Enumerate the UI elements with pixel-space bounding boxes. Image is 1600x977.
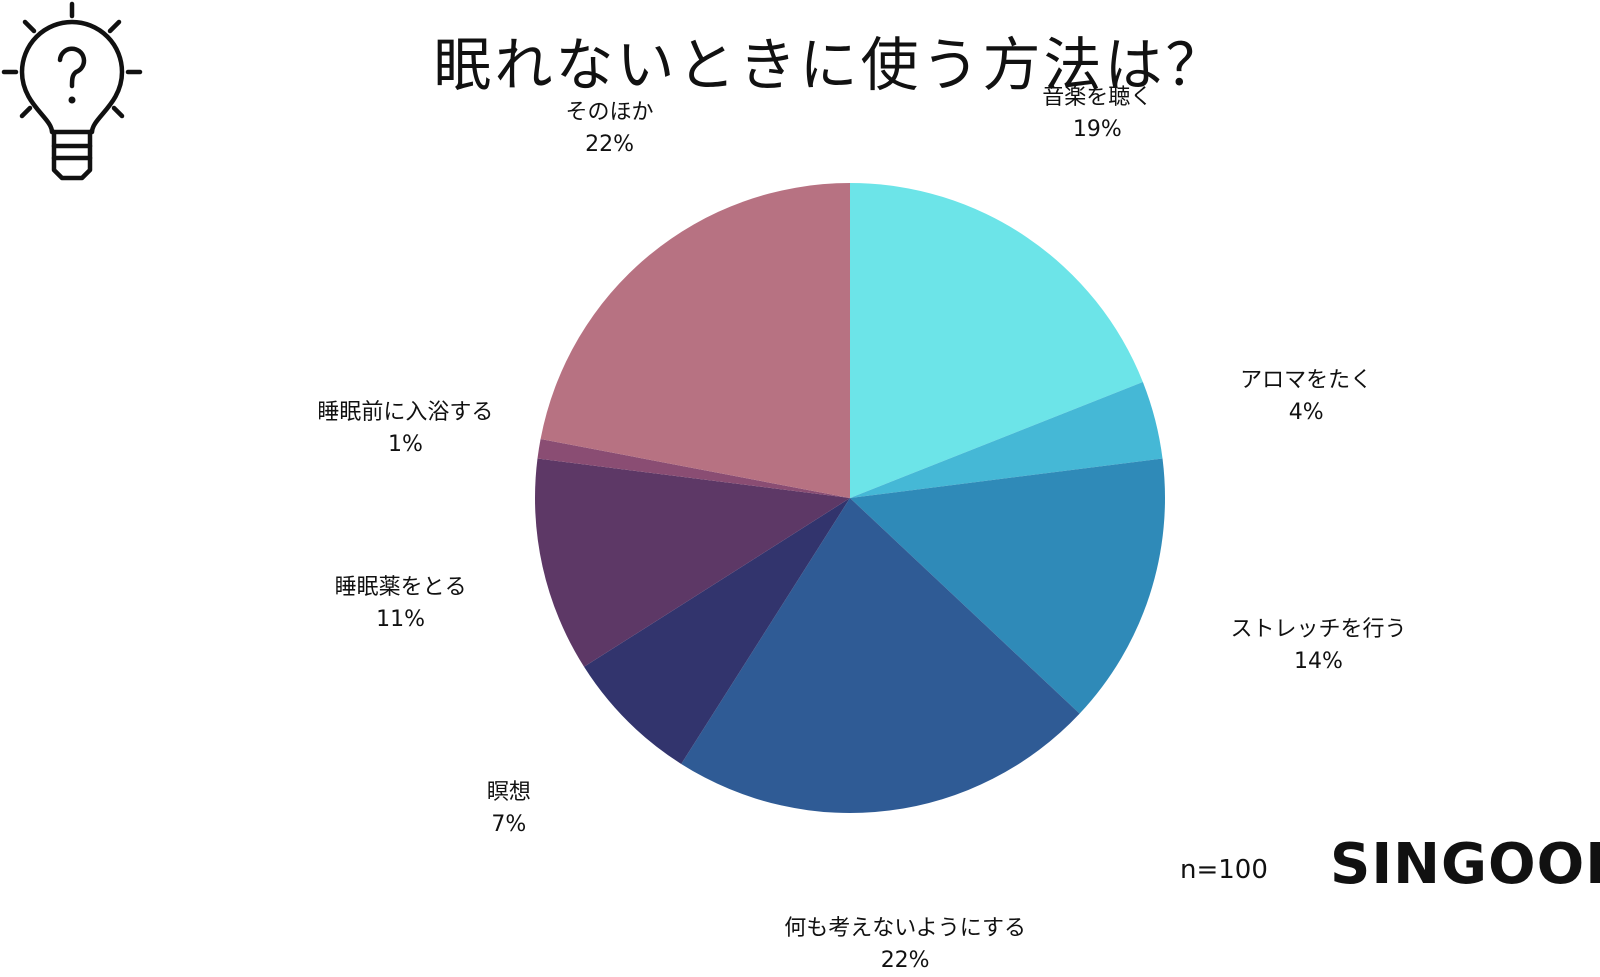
pie-slice: [537, 438, 850, 498]
slice-label: 音楽を聴く 19%: [1042, 82, 1152, 146]
slice-label-percent: 11%: [376, 606, 426, 632]
slice-label: 瞑想 7%: [487, 777, 531, 841]
slice-label-percent: 22%: [585, 131, 634, 157]
slice-label-name: そのほか: [565, 99, 654, 125]
pie-slice: [540, 183, 850, 498]
slice-label-percent: 19%: [1072, 117, 1122, 143]
slice-label-percent: 14%: [1293, 648, 1343, 674]
slice-label: アロマをたく 4%: [1240, 365, 1372, 429]
slice-label: 睡眠前に入浴する 1%: [317, 397, 493, 461]
slice-label: ストレッチを行う 14%: [1230, 614, 1406, 678]
slice-label-percent: 7%: [491, 812, 527, 838]
slice-label-name: 瞑想: [486, 780, 531, 806]
pie-slice: [535, 458, 850, 667]
chart-title: 眠れないときに使う方法は？: [433, 31, 1227, 99]
slice-label-percent: 1%: [387, 432, 423, 458]
sample-size-label: n=100: [1180, 855, 1268, 885]
pie-chart: [535, 183, 1165, 813]
pie-slice: [850, 183, 1143, 498]
slice-label-percent: 4%: [1288, 399, 1324, 425]
pie-slice: [584, 498, 850, 764]
lightbulb-question-icon: [1, 1, 143, 181]
slice-label: 睡眠薬をとる 11%: [335, 572, 467, 636]
slice-label: そのほか 22%: [566, 97, 654, 161]
slice-label-name: 睡眠前に入浴する: [317, 400, 494, 426]
slice-label-name: 何も考えないようにする: [784, 915, 1027, 941]
pie-slice: [850, 458, 1165, 714]
slice-label: 何も考えないようにする 22%: [784, 913, 1026, 977]
pie-slice: [850, 382, 1163, 498]
slice-label-name: 睡眠薬をとる: [334, 574, 467, 600]
slice-label-name: 音楽を聴く: [1042, 85, 1153, 111]
pie-slice: [681, 498, 1080, 813]
slice-label-percent: 22%: [880, 947, 930, 973]
slice-label-name: ストレッチを行う: [1230, 616, 1407, 642]
slice-label-name: アロマをたく: [1240, 367, 1373, 393]
brand-logo: SINGOOD: [1330, 832, 1600, 897]
